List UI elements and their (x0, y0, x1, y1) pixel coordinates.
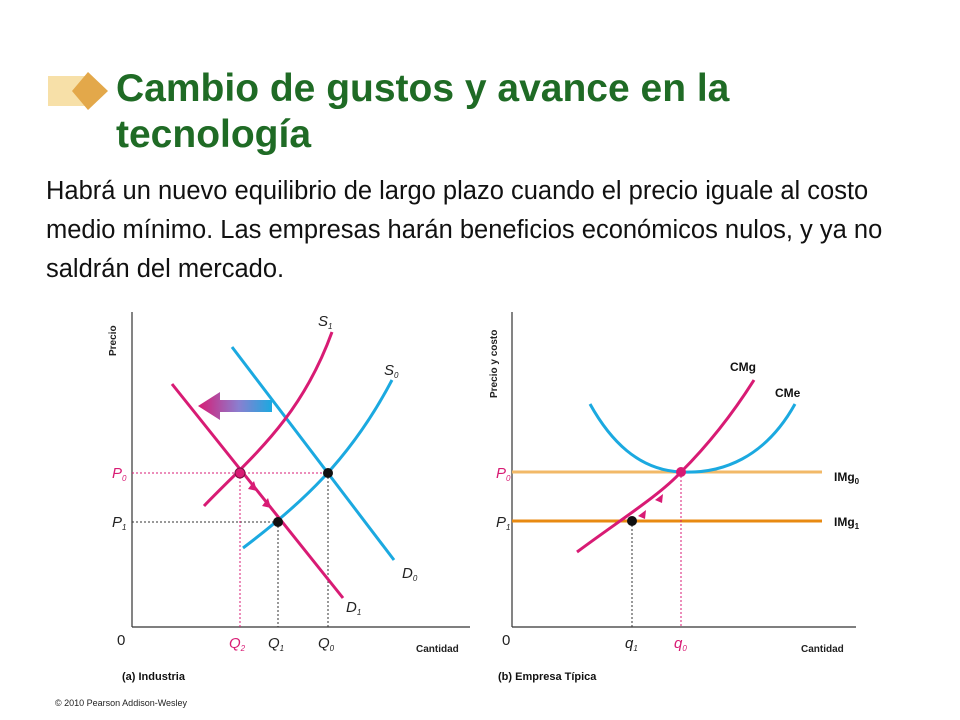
panel-b-label-q1: q1 (625, 635, 638, 653)
panel-a-label-s1: S1 (318, 313, 332, 331)
panel-b-label-img1: IMg1 (834, 515, 860, 531)
panel-a-path-arrow-2 (262, 498, 271, 508)
panel-firm: Precio y costo Cantidad 0 CMg CMe IMg0 I… (489, 312, 860, 683)
panel-b-origin: 0 (502, 632, 510, 649)
panel-industry: Precio Cantidad 0 S1 S0 D0 D1 P0 P1 (108, 312, 470, 683)
panel-a-label-d0: D0 (402, 565, 418, 583)
panel-a-caption: (a) Industria (122, 671, 186, 683)
supply-shift-arrow (198, 392, 272, 420)
body-text: Habrá un nuevo equilibrio de largo plazo… (46, 177, 883, 283)
panel-a-label-q1: Q1 (268, 635, 284, 653)
panel-b-label-q0: q0 (674, 635, 687, 653)
panel-b-label-cme: CMe (775, 386, 801, 400)
panel-a-label-p0: P0 (112, 465, 127, 483)
slide-title: Cambio de gustos y avance en la tecnolog… (116, 67, 730, 156)
panel-a-y-axis-label: Precio (108, 325, 119, 356)
copyright: © 2010 Pearson Addison-Wesley (55, 698, 188, 708)
panel-a-label-q2: Q2 (229, 635, 246, 653)
panel-b-caption: (b) Empresa Típica (498, 671, 597, 683)
panel-b-label-p1: P1 (496, 514, 510, 532)
panel-a-label-s0: S0 (384, 362, 399, 380)
panel-b-label-img0: IMg0 (834, 470, 860, 486)
panel-b-point-p0-q0 (676, 467, 686, 477)
panel-a-point-p0-q2 (234, 467, 246, 479)
panel-a-origin: 0 (117, 632, 125, 649)
panel-a-path-arrow-1 (248, 481, 257, 491)
panel-a-point-p1-q1 (273, 517, 283, 527)
panel-b-x-axis-label: Cantidad (801, 644, 844, 655)
demand-curve-d1 (170, 383, 345, 599)
panel-b-path-arrow-1 (638, 510, 646, 519)
panel-a-label-p1: P1 (112, 514, 126, 532)
panel-b-y-axis-label: Precio y costo (489, 330, 500, 398)
supply-curve-s1 (202, 331, 334, 508)
panel-b-label-p0: P0 (496, 465, 511, 483)
panel-b-path-arrow-2 (655, 494, 663, 503)
panel-a-label-q0: Q0 (318, 635, 335, 653)
panel-b-label-cmg: CMg (730, 360, 756, 374)
panel-b-point-p1-q1 (627, 516, 637, 526)
panel-a-label-d1: D1 (346, 599, 361, 617)
panel-a-point-p0-q0 (323, 468, 333, 478)
supply-curve-s0 (242, 379, 394, 550)
demand-curve-d0 (230, 346, 396, 561)
title-bullet-icon (48, 72, 108, 110)
panel-a-x-axis-label: Cantidad (416, 644, 459, 655)
